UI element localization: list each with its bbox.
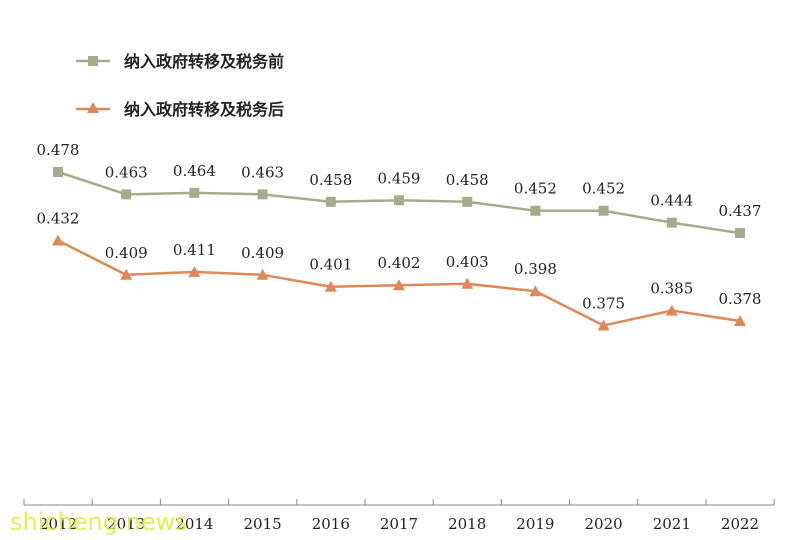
x-tick-label: 2017: [380, 515, 418, 533]
data-label: 0.458: [309, 171, 352, 189]
data-label: 0.402: [378, 254, 421, 272]
data-point: [257, 189, 268, 200]
x-tick-label: 2020: [585, 515, 623, 533]
x-tick-label: 2013: [107, 515, 145, 533]
data-label: 0.398: [514, 260, 557, 278]
data-label: 0.437: [719, 202, 762, 220]
data-point: [120, 268, 133, 280]
legend: 纳入政府转移及税务前 纳入政府转移及税务后: [76, 52, 284, 119]
x-tick-label: 2014: [175, 515, 213, 533]
x-tick-label: 2019: [516, 515, 554, 533]
data-point: [665, 304, 678, 316]
data-label: 0.432: [37, 210, 80, 228]
data-label: 0.463: [241, 163, 284, 181]
data-point: [188, 265, 201, 277]
series-1: 0.432 0.409 0.411 0.409 0.401 0.402 0.403 0.398…: [37, 210, 762, 331]
data-point: [324, 280, 337, 292]
data-point: [529, 285, 542, 297]
legend-label-before: 纳入政府转移及税务前: [124, 52, 284, 71]
data-label: 0.452: [514, 180, 557, 198]
plot-area: 0.478 0.463 0.464 0.463 0.458 0.459 0.458 0.452…: [37, 141, 762, 331]
data-point: [598, 205, 609, 216]
data-point: [735, 228, 745, 239]
data-label: 0.463: [105, 163, 148, 181]
data-point: [394, 195, 404, 206]
data-label: 0.452: [582, 180, 625, 198]
legend-item-after: 纳入政府转移及税务后: [76, 100, 284, 119]
data-label: 0.464: [173, 162, 216, 180]
data-point: [393, 279, 405, 291]
data-label: 0.409: [105, 244, 148, 262]
x-tick-label: 2021: [653, 515, 691, 533]
data-point: [256, 268, 269, 280]
data-label: 0.403: [446, 253, 489, 271]
data-point: [53, 167, 63, 177]
data-point: [666, 217, 677, 228]
data-label: 0.378: [719, 290, 762, 308]
data-point: [325, 196, 336, 207]
data-label: 0.409: [241, 244, 284, 262]
x-tick-label: 2015: [244, 515, 282, 533]
data-point: [121, 189, 132, 200]
legend-label-after: 纳入政府转移及税务后: [124, 100, 284, 119]
data-label: 0.385: [650, 280, 693, 298]
data-point: [52, 234, 64, 246]
x-axis: 2012 2013 2014 2015 2016 2017 2018 2019 2020 2021…: [23, 499, 775, 533]
data-point: [462, 196, 473, 207]
data-label: 0.478: [37, 141, 80, 159]
x-tick-label: 2012: [39, 515, 77, 533]
data-label: 0.459: [378, 169, 421, 187]
legend-marker-triangle: [87, 102, 99, 113]
data-label: 0.401: [309, 256, 352, 274]
x-tick-label: 2022: [721, 515, 759, 533]
data-point: [461, 277, 474, 289]
data-label: 0.411: [173, 241, 216, 259]
data-point: [530, 205, 541, 216]
x-tick-label: 2018: [448, 515, 486, 533]
data-label: 0.375: [582, 294, 625, 312]
data-point: [189, 187, 200, 198]
data-label: 0.458: [446, 171, 489, 189]
watermark-text: shicheng.news: [10, 508, 188, 536]
data-label: 0.444: [650, 192, 693, 210]
legend-marker-square: [88, 56, 98, 66]
x-tick-label: 2016: [312, 515, 350, 533]
data-point: [734, 315, 746, 326]
data-point: [597, 319, 610, 331]
series-0: 0.478 0.463 0.464 0.463 0.458 0.459 0.458 0.452…: [37, 141, 762, 239]
legend-item-before: 纳入政府转移及税务前: [76, 52, 284, 71]
